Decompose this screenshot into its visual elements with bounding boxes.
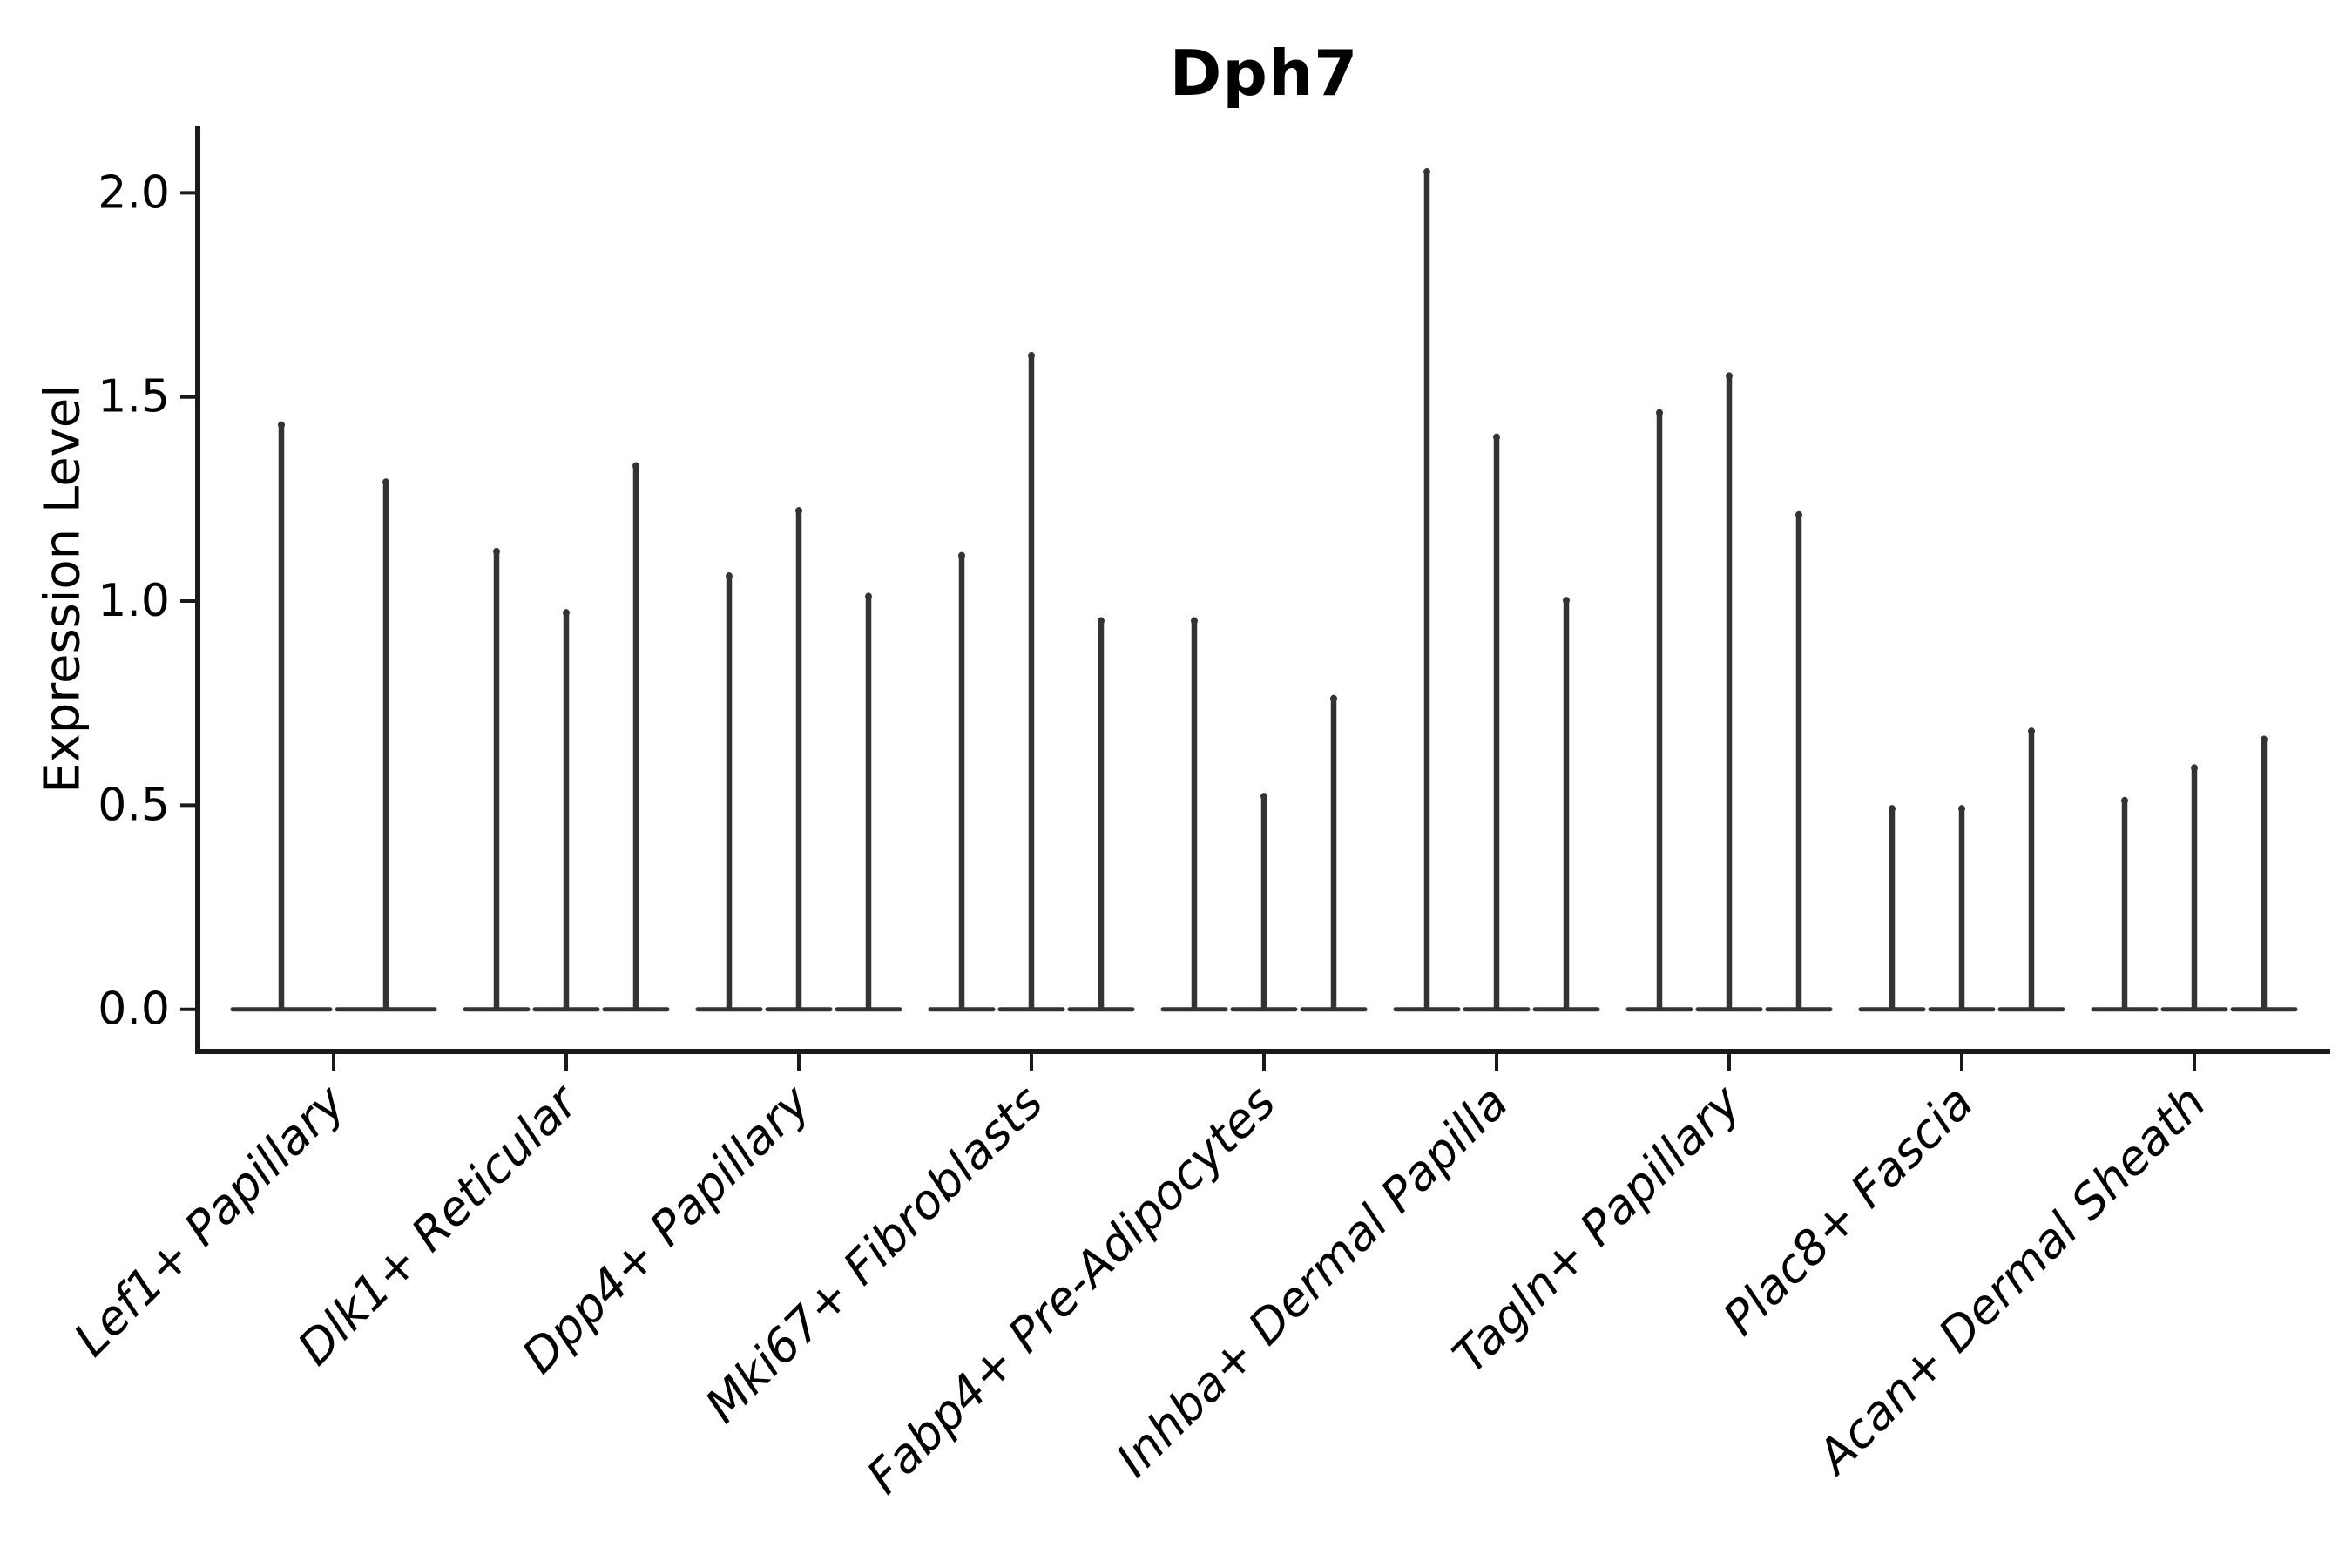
violin-spike-tip [1098, 617, 1105, 625]
violin-spike-tip [1889, 805, 1896, 813]
x-tick-label: Plac8+ Fascia [1713, 1075, 1984, 1346]
violin-spike-tip [1493, 433, 1500, 441]
violin-spike-tip [1260, 793, 1267, 801]
violin-spike-tip [1191, 617, 1198, 625]
y-tick-label: 1.0 [98, 575, 170, 627]
violin-spike-tip [278, 421, 285, 429]
violin-spike-tip [2028, 727, 2035, 735]
violin-spike-tip [1330, 694, 1337, 702]
chart-title: Dph7 [1169, 37, 1359, 110]
violin-spike-tip [1028, 352, 1035, 360]
violin-spike-tip [1423, 168, 1430, 176]
violin-spike-tip [563, 609, 570, 617]
violin-spike-tip [1563, 597, 1570, 605]
y-tick-label: 2.0 [98, 166, 170, 219]
x-tick-label: Inhba+ Dermal Papilla [1105, 1075, 1518, 1488]
violin-spike-tip [493, 548, 500, 556]
violin-spike-tip [2261, 735, 2268, 743]
violin-spike-tip [2191, 764, 2198, 772]
violin-spike-tip [1958, 805, 1965, 813]
violin-spike-tip [382, 478, 389, 486]
violin-spike-tip [1726, 372, 1733, 380]
x-tick-label: Fabp4+ Pre-Adipocytes [856, 1075, 1286, 1504]
violin-spike-tip [1656, 409, 1663, 416]
x-tick-label: Acan+ Dermal Sheath [1805, 1075, 2216, 1486]
violin-spike-tip [632, 462, 639, 470]
y-tick-label: 0.5 [98, 779, 170, 831]
violin-spike-tip [1795, 510, 1802, 518]
y-tick-label: 0.0 [98, 983, 170, 1036]
violin-spike-tip [795, 507, 802, 515]
violin-spike-tip [958, 551, 965, 559]
violin-spike-tip [2121, 797, 2128, 805]
violin-spike-tip [726, 572, 733, 580]
violin-spike-tip [865, 592, 872, 600]
y-tick-label: 1.5 [98, 371, 170, 423]
